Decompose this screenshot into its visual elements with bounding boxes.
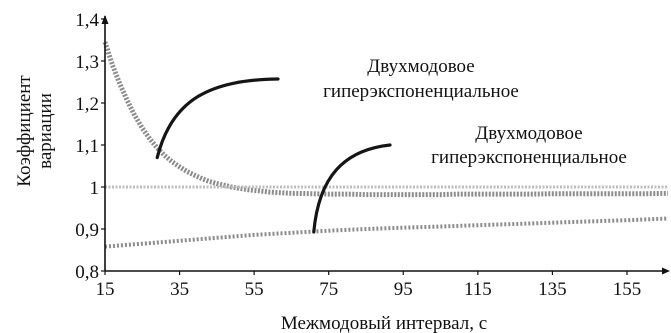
x-tick-label: 115 [464, 279, 492, 300]
x-tick-label: 155 [613, 279, 642, 300]
y-tick-label: 1 [90, 178, 100, 199]
x-tick-label: 75 [319, 279, 338, 300]
plot-lines [102, 41, 669, 249]
series-1-line [102, 41, 669, 198]
x-tick-label: 55 [245, 279, 264, 300]
x-tick-label: 135 [538, 279, 567, 300]
y-axis-label-line-2: вариации [35, 93, 56, 169]
annotation-1-line-2: гиперэкспоненциальное [323, 81, 519, 102]
x-tick-label: 35 [170, 279, 189, 300]
y-tick-label: 0,8 [75, 262, 99, 283]
y-tick-label: 1,1 [75, 136, 99, 157]
annotation-2: Двухмодовое гиперэкспоненциальное [431, 123, 627, 168]
y-tick-label: 0,9 [75, 220, 99, 241]
x-tick-label: 15 [96, 279, 115, 300]
y-axis-label-line-1: Коэффициент [14, 75, 35, 187]
x-ticks: 15 35 55 75 95 115 135 155 [96, 271, 642, 300]
annotation-1-line-1: Двухмодовое [367, 56, 474, 77]
y-tick-label: 1,3 [75, 52, 99, 73]
callouts [155, 77, 392, 234]
x-tick-label: 95 [394, 279, 413, 300]
callout-1-line [155, 77, 280, 160]
x-axis-arrow [662, 267, 670, 275]
y-ticks: 0,8 0,9 1 1,1 1,2 1,3 1,4 [75, 10, 105, 283]
annotation-1: Двухмодовое гиперэкспоненциальное [323, 56, 519, 102]
annotation-2-line-2: гиперэкспоненциальное [431, 147, 627, 168]
x-axis-label: Межмодовый интервал, с [281, 313, 487, 333]
callout-2-line [312, 143, 392, 234]
y-tick-label: 1,2 [75, 94, 99, 115]
y-tick-label: 1,4 [75, 10, 99, 31]
annotation-2-line-1: Двухмодовое [475, 123, 582, 144]
series-2-line [104, 216, 669, 249]
